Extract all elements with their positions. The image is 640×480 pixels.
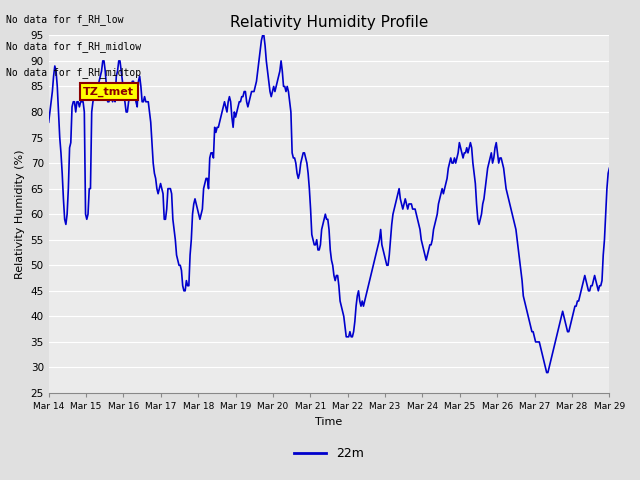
Text: No data for f_RH_midlow: No data for f_RH_midlow bbox=[6, 41, 141, 52]
Text: No data for f_RH_midtop: No data for f_RH_midtop bbox=[6, 67, 141, 78]
Y-axis label: Relativity Humidity (%): Relativity Humidity (%) bbox=[15, 149, 25, 279]
Text: No data for f_RH_low: No data for f_RH_low bbox=[6, 14, 124, 25]
Title: Relativity Humidity Profile: Relativity Humidity Profile bbox=[230, 15, 428, 30]
Text: TZ_tmet: TZ_tmet bbox=[83, 86, 134, 96]
X-axis label: Time: Time bbox=[316, 417, 342, 427]
Legend: 22m: 22m bbox=[289, 443, 369, 466]
